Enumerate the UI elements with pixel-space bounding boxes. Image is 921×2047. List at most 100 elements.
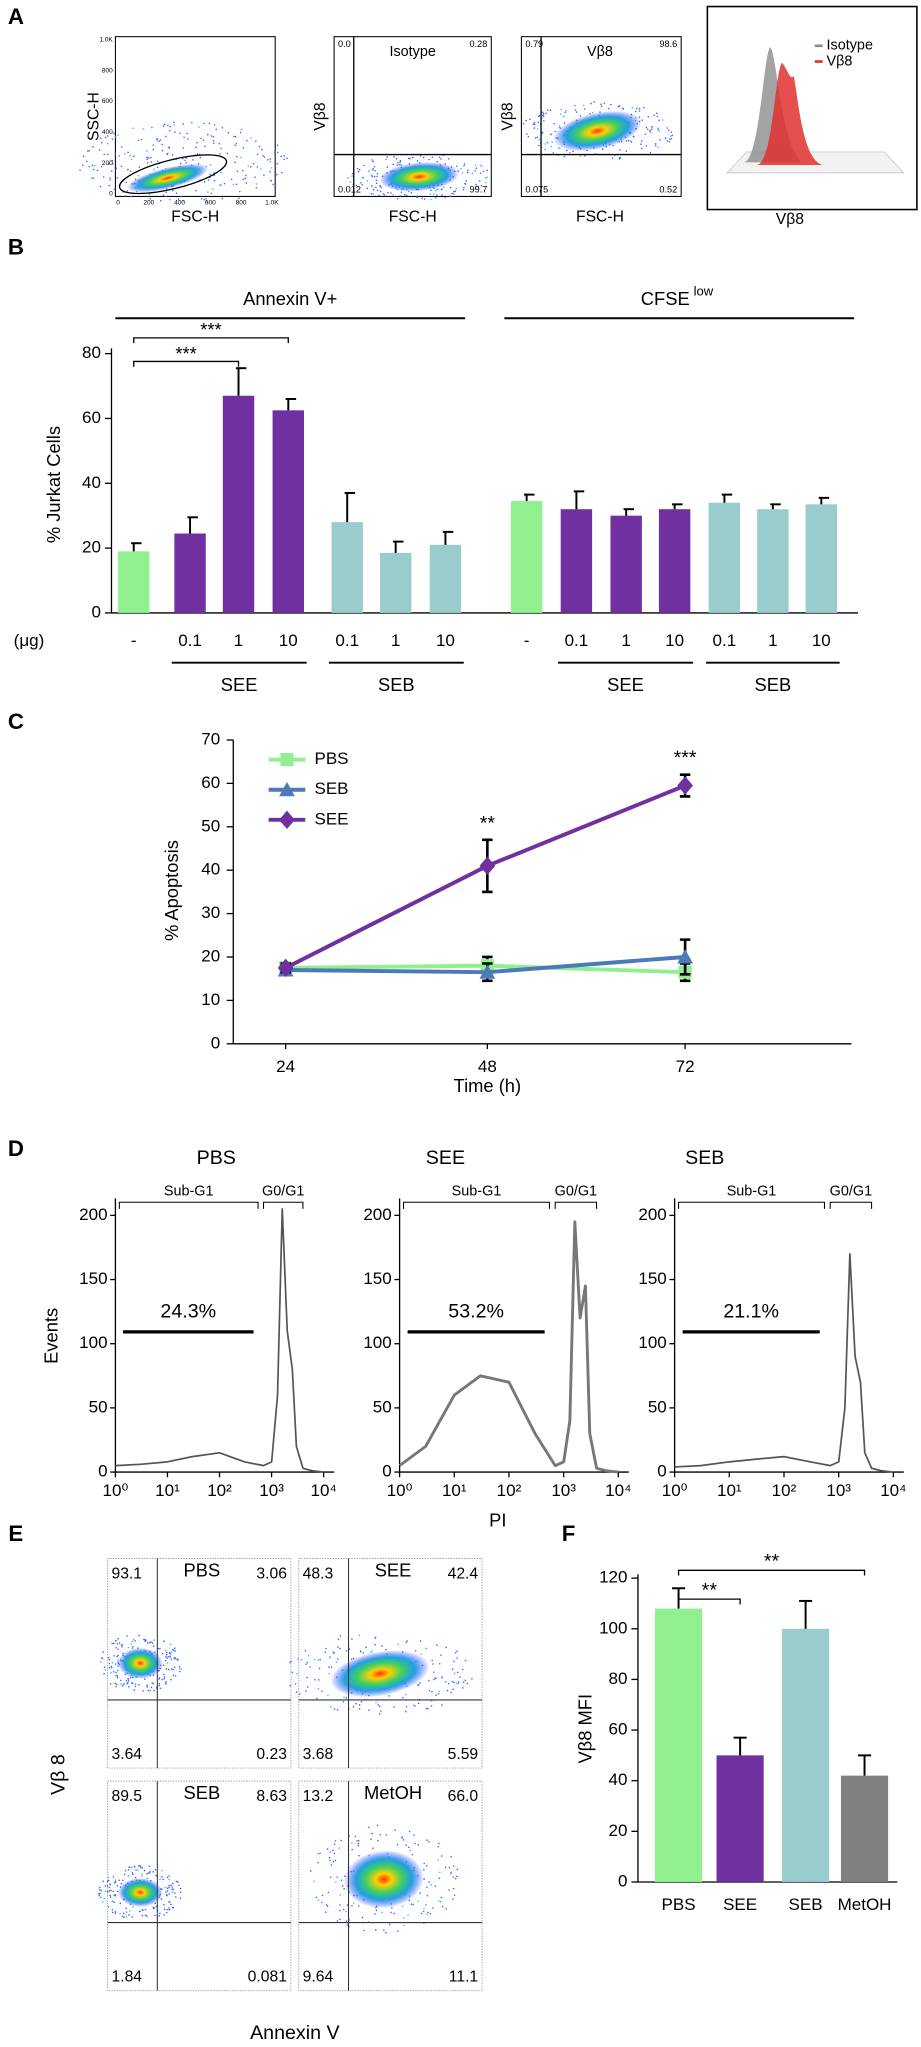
- event-dot: [600, 103, 602, 105]
- event-dot: [347, 177, 350, 179]
- percent-label: 53.2%: [448, 1300, 504, 1322]
- event-dot: [420, 1653, 423, 1655]
- event-dot: [112, 163, 114, 165]
- event-dot: [172, 1674, 175, 1677]
- event-dot: [92, 177, 95, 179]
- density-blob: [330, 1650, 430, 1698]
- event-dot: [111, 1911, 114, 1914]
- y-axis-label: Vβ8: [312, 102, 329, 131]
- event-dot: [125, 1680, 128, 1682]
- quadrant-value: 0.012: [338, 184, 361, 194]
- x-tick-label: 1.0K: [265, 200, 279, 207]
- event-dot: [250, 137, 252, 139]
- x-tick-label: 10⁴: [605, 1481, 631, 1500]
- event-dot: [454, 190, 457, 192]
- event-dot: [417, 1684, 420, 1686]
- event-dot: [358, 1708, 361, 1710]
- event-dot: [638, 110, 641, 112]
- event-dot: [643, 106, 645, 109]
- event-dot: [634, 110, 637, 113]
- plot-frame: [706, 5, 918, 211]
- x-axis-label: FSC-H: [576, 209, 624, 226]
- event-dot: [378, 194, 380, 197]
- event-dot: [220, 171, 223, 174]
- event-dot: [137, 1869, 139, 1871]
- plot-title: SEB: [685, 1147, 724, 1169]
- event-dot: [170, 1678, 172, 1681]
- event-dot: [444, 196, 447, 199]
- x-tick-label: 10⁰: [387, 1481, 413, 1500]
- event-dot: [146, 1686, 148, 1688]
- event-dot: [307, 1654, 310, 1657]
- event-dot: [179, 162, 182, 165]
- x-axis-label: FSC-H: [389, 209, 437, 226]
- event-dot: [117, 1648, 119, 1651]
- event-dot: [457, 1681, 460, 1683]
- event-dot: [144, 1908, 147, 1911]
- event-dot: [383, 1929, 385, 1931]
- y-tick-label: 200: [79, 1205, 107, 1224]
- event-dot: [425, 1904, 427, 1906]
- x-tick-label: 10¹: [442, 1481, 467, 1500]
- plot-title: SEB: [183, 1782, 220, 1803]
- event-dot: [141, 1914, 144, 1917]
- event-dot: [447, 158, 450, 160]
- x-tick-label: 0.1: [565, 631, 589, 650]
- event-dot: [372, 168, 374, 170]
- event-dot: [335, 1661, 338, 1663]
- event-dot: [475, 167, 478, 170]
- event-dot: [127, 1869, 130, 1871]
- region-label: G0/G1: [830, 1184, 872, 1200]
- event-dot: [563, 115, 565, 118]
- event-dot: [649, 131, 651, 133]
- event-dot: [115, 1647, 117, 1649]
- quadrant-value: 0.52: [659, 184, 677, 194]
- density-blob: [118, 1877, 163, 1907]
- event-dot: [171, 1888, 173, 1891]
- event-dot: [360, 181, 362, 184]
- event-dot: [179, 1897, 182, 1899]
- event-dot: [407, 1846, 410, 1849]
- event-dot: [131, 1872, 134, 1874]
- event-dot: [533, 123, 536, 126]
- quadrant-value: 11.1: [449, 1969, 478, 1986]
- x-tick-label: 10³: [551, 1481, 576, 1500]
- event-dot: [440, 1677, 443, 1679]
- event-dot: [627, 139, 630, 142]
- event-dot: [116, 1884, 118, 1887]
- event-dot: [456, 165, 458, 168]
- event-dot: [159, 139, 162, 141]
- event-dot: [115, 1674, 118, 1677]
- event-dot: [433, 1671, 435, 1673]
- event-dot: [168, 198, 171, 201]
- event-dot: [208, 122, 211, 125]
- event-dot: [393, 1912, 395, 1915]
- quadrant-value: 66.0: [448, 1788, 479, 1805]
- event-dot: [255, 183, 258, 185]
- event-dot: [238, 197, 240, 200]
- event-dot: [182, 123, 185, 125]
- event-dot: [452, 1876, 455, 1878]
- event-dot: [210, 192, 213, 195]
- event-dot: [439, 1900, 442, 1903]
- event-dot: [169, 125, 171, 128]
- event-dot: [486, 176, 488, 179]
- event-dot: [413, 1834, 415, 1836]
- event-dot: [532, 123, 535, 125]
- event-dot: [438, 1662, 441, 1665]
- treatment-label: SEE: [221, 674, 258, 695]
- event-dot: [170, 1668, 173, 1670]
- event-dot: [109, 177, 111, 179]
- event-dot: [98, 1894, 101, 1897]
- event-dot: [647, 116, 650, 118]
- y-axis-label: Vβ8 MFI: [575, 1694, 596, 1764]
- event-dot: [395, 157, 398, 160]
- event-dot: [107, 1656, 110, 1659]
- event-dot: [670, 135, 672, 137]
- event-dot: [127, 1680, 130, 1682]
- bar: [658, 509, 691, 613]
- plot-frame: [520, 36, 682, 197]
- event-dot: [115, 1685, 117, 1688]
- event-dot: [178, 1884, 180, 1887]
